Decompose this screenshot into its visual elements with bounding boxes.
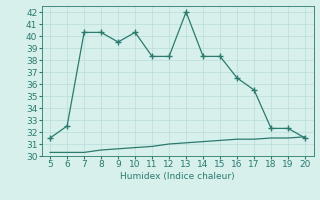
X-axis label: Humidex (Indice chaleur): Humidex (Indice chaleur) xyxy=(120,172,235,181)
